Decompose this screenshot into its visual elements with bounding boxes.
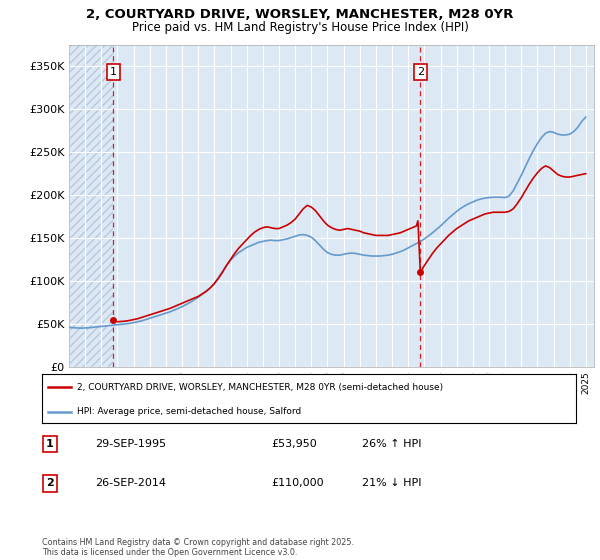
Text: 26% ↑ HPI: 26% ↑ HPI	[362, 439, 422, 449]
Text: 29-SEP-1995: 29-SEP-1995	[95, 439, 167, 449]
Text: 2, COURTYARD DRIVE, WORSLEY, MANCHESTER, M28 0YR: 2, COURTYARD DRIVE, WORSLEY, MANCHESTER,…	[86, 8, 514, 21]
Text: £110,000: £110,000	[272, 478, 324, 488]
Text: 26-SEP-2014: 26-SEP-2014	[95, 478, 166, 488]
Text: 1: 1	[110, 67, 117, 77]
Text: 2, COURTYARD DRIVE, WORSLEY, MANCHESTER, M28 0YR (semi-detached house): 2, COURTYARD DRIVE, WORSLEY, MANCHESTER,…	[77, 383, 443, 392]
Text: £53,950: £53,950	[272, 439, 317, 449]
Text: HPI: Average price, semi-detached house, Salford: HPI: Average price, semi-detached house,…	[77, 408, 301, 417]
Text: 1: 1	[46, 439, 54, 449]
Text: Contains HM Land Registry data © Crown copyright and database right 2025.
This d: Contains HM Land Registry data © Crown c…	[42, 538, 354, 557]
Text: 2: 2	[417, 67, 424, 77]
Text: 2: 2	[46, 478, 54, 488]
Text: Price paid vs. HM Land Registry's House Price Index (HPI): Price paid vs. HM Land Registry's House …	[131, 21, 469, 34]
Text: 21% ↓ HPI: 21% ↓ HPI	[362, 478, 422, 488]
